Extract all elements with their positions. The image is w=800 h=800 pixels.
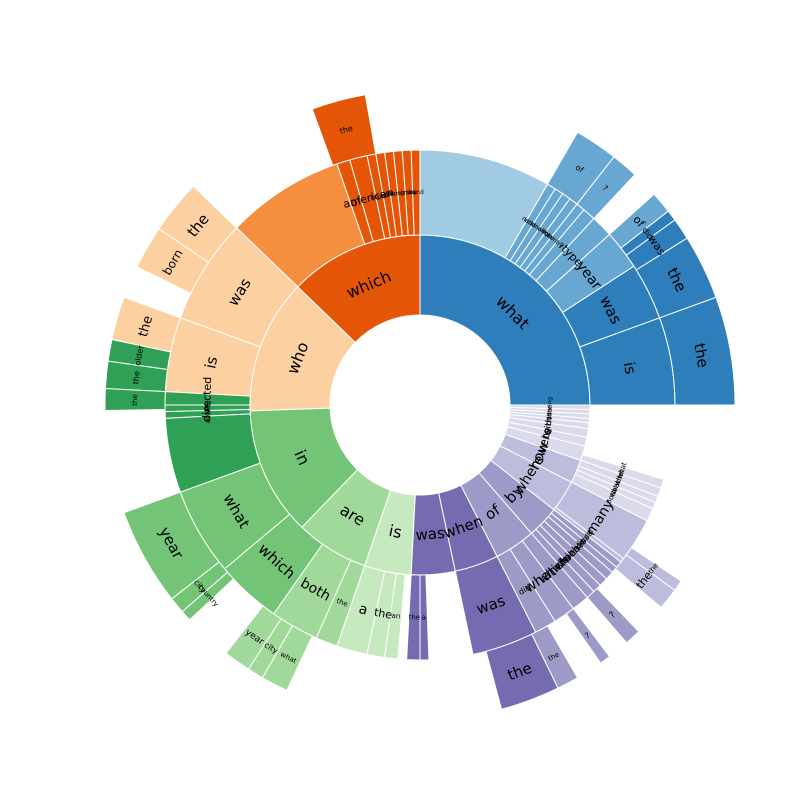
ring2-label-14: film	[388, 190, 400, 198]
ring3-sector-19	[261, 625, 313, 692]
ring2-label-15: rock	[380, 191, 394, 200]
ring3-sector-4	[608, 193, 669, 249]
ring2-label-34: a	[421, 613, 425, 621]
ring2-sector-51	[580, 454, 665, 489]
ring-level-1	[249, 234, 591, 576]
ring2-label-4: ?	[556, 241, 565, 251]
ring3-sector-6	[546, 131, 615, 205]
ring2-label-11: band	[409, 189, 424, 196]
ring3-label-12: the	[131, 371, 141, 385]
ring3-label-5: ?	[601, 183, 610, 193]
ring3-label-11: older	[133, 344, 146, 366]
ring2-sector-32	[383, 572, 406, 660]
ring3-sector-9	[136, 228, 210, 294]
ring1-label-6: was	[415, 524, 446, 544]
ring2-label-33: the	[409, 613, 421, 621]
ring2-label-32: an	[391, 612, 401, 621]
ring2-label-22: directed	[200, 377, 214, 423]
ring1-sector-19	[509, 404, 591, 410]
ring3-sector-23	[586, 587, 640, 644]
ring2-label-21: is	[201, 355, 221, 371]
ring3-sector-22	[565, 607, 611, 664]
ring1-label-14: with	[542, 416, 555, 436]
ring3-label-10: the	[136, 314, 156, 339]
ring2-label-13: musician	[388, 189, 416, 198]
ring3-sector-21	[531, 625, 579, 689]
ring2-label-30: a	[357, 601, 370, 619]
ring1-label-5: is	[387, 521, 403, 542]
ring3-label-13: the	[131, 394, 139, 406]
ring3-label-0: the	[690, 342, 712, 369]
ring1-label-18: the	[546, 405, 553, 415]
ring2-label-0: is	[620, 361, 640, 376]
ring3-label-22: ?	[583, 631, 592, 641]
ring3-sector-16	[181, 571, 235, 621]
ring3-label-6: of	[574, 163, 586, 175]
ring2-label-16: band	[370, 191, 389, 202]
ring1-label-3: in	[291, 447, 314, 468]
ring3-sector-7	[311, 94, 377, 167]
ring2-label-31: the	[373, 606, 393, 622]
ring3-label-7: the	[339, 124, 354, 136]
ring2-label-12: group	[400, 189, 418, 197]
ring3-sector-25	[625, 546, 682, 591]
ring3-label-23: ?	[608, 610, 618, 621]
ring1-label-19: during	[546, 397, 553, 417]
ring1-label-17: this	[546, 408, 554, 419]
ring1-label-13: to	[539, 426, 554, 440]
ring3-sector-13	[104, 387, 166, 412]
ring2-label-24: wrote	[203, 403, 212, 423]
ring-level-3	[104, 94, 736, 710]
ring-level-2	[164, 149, 676, 661]
ring2-label-23: has	[203, 401, 212, 415]
ring2-label-29: the	[335, 597, 349, 609]
ring1-label-16: do	[546, 413, 554, 421]
ring1-label-15: on	[545, 416, 554, 426]
ring2-sector-34	[419, 574, 430, 661]
